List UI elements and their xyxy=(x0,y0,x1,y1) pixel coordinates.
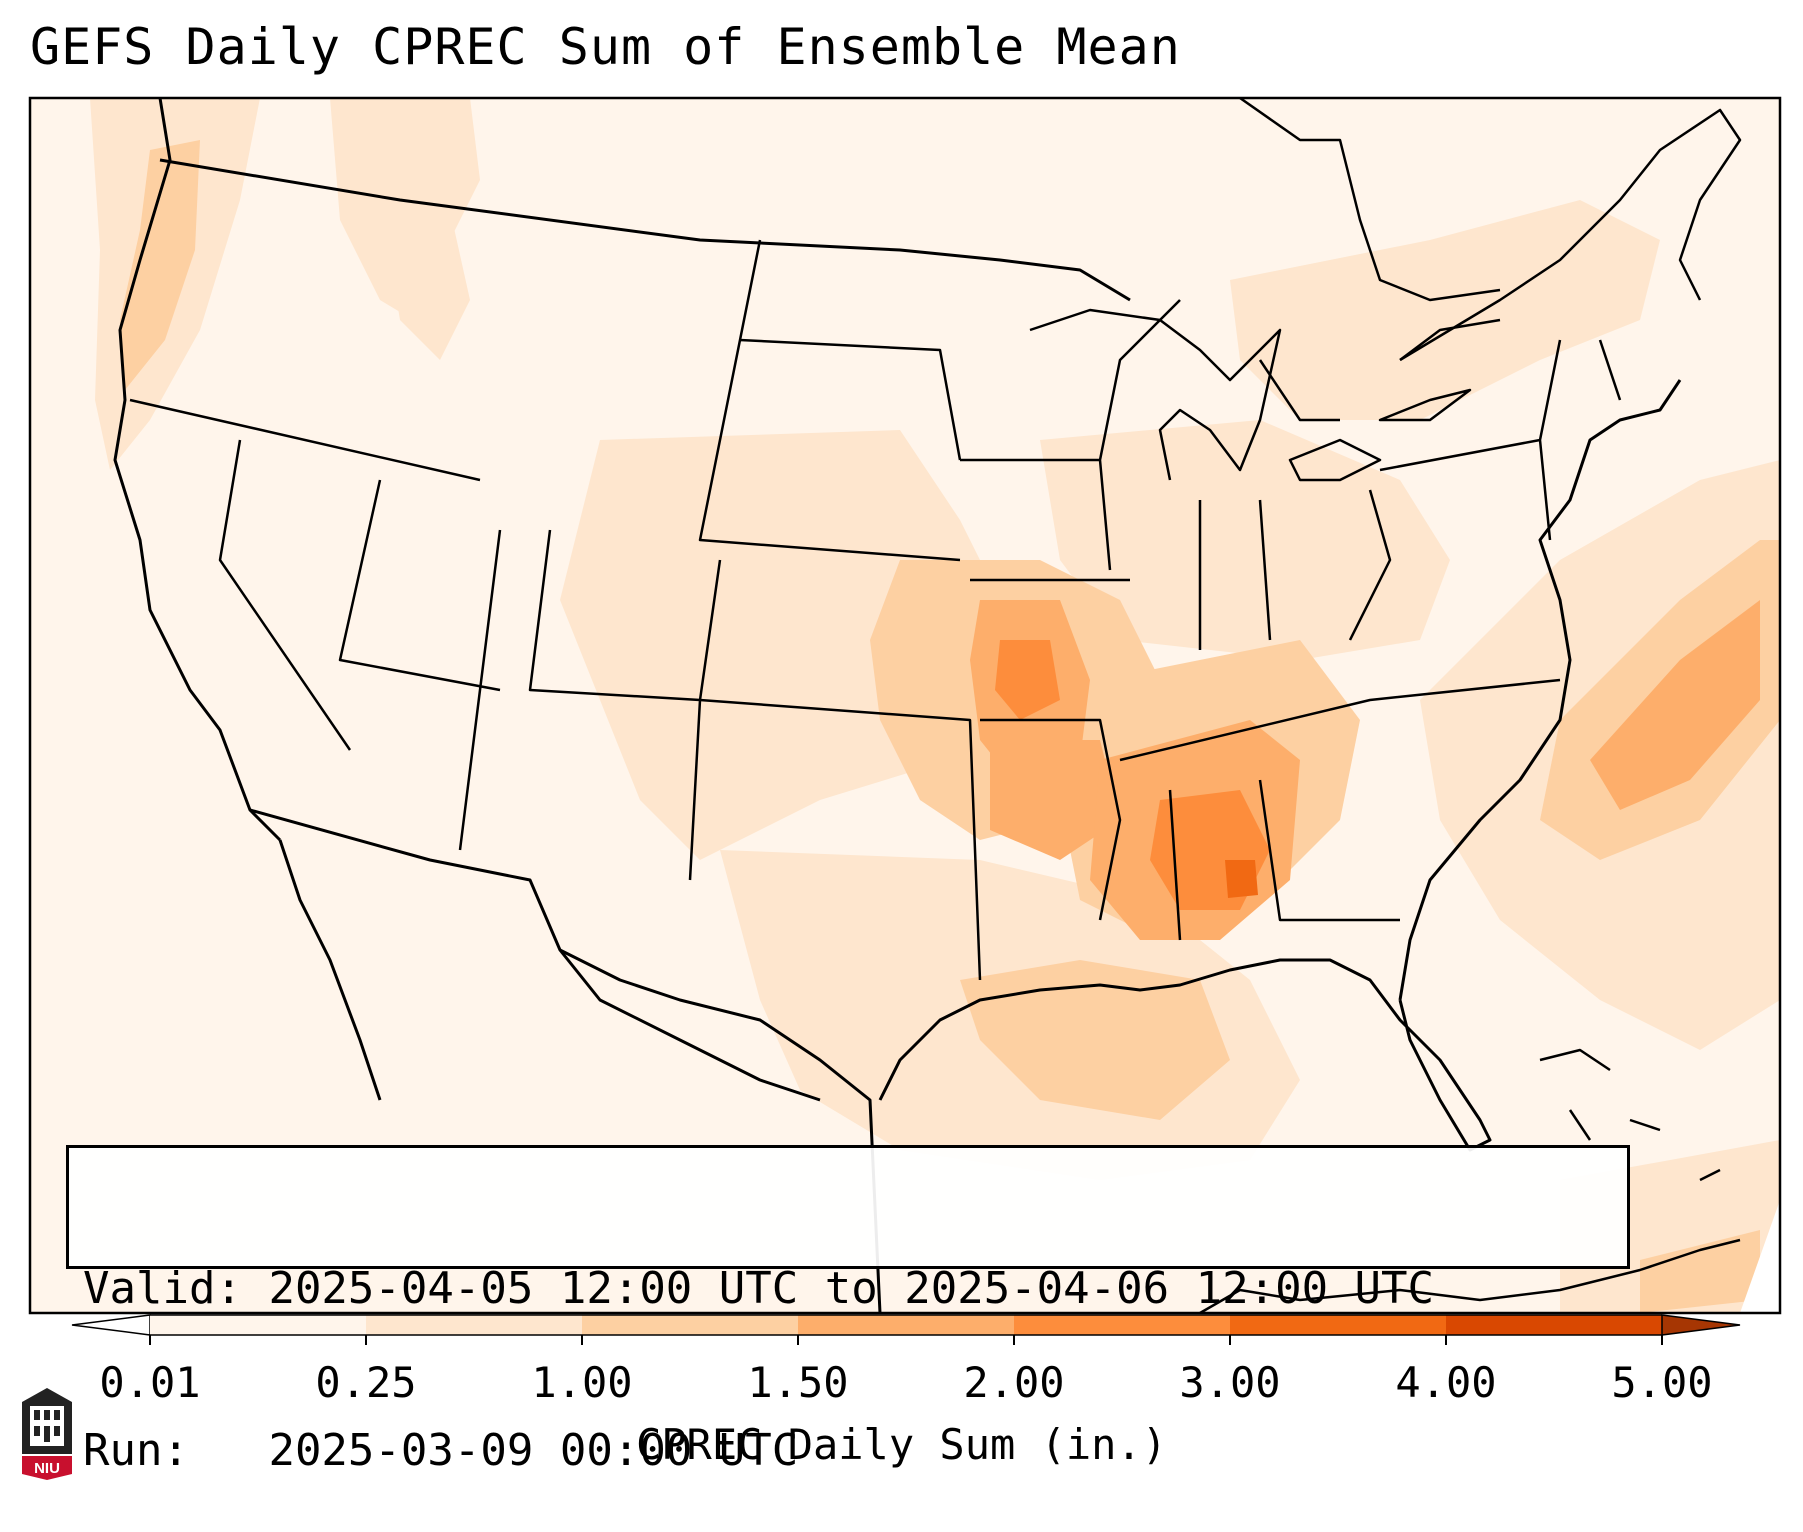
valid-value: 2025-04-05 12:00 UTC to 2025-04-06 12:00… xyxy=(268,1263,1435,1314)
border-canada xyxy=(159,158,1131,302)
coastline-baja xyxy=(278,839,382,1101)
colorbar-tick-label: 0.25 xyxy=(315,1358,417,1407)
colorbar-segment xyxy=(1230,1315,1447,1335)
coastline-caribbean-islands xyxy=(1539,1048,1721,1182)
colorbar-over-extension xyxy=(1661,1314,1741,1336)
precip-region-missouri-core xyxy=(995,640,1060,720)
border-mexico xyxy=(249,808,821,1102)
coastline-west xyxy=(113,98,282,842)
precip-region-arkansas xyxy=(990,740,1120,860)
colorbar-segment xyxy=(150,1315,367,1335)
valid-run-info-box: Valid: 2025-04-05 12:00 UTC to 2025-04-0… xyxy=(66,1145,1630,1476)
precip-region-cuba xyxy=(1640,1230,1760,1313)
colorbar-tick-label: 5.00 xyxy=(1611,1358,1713,1407)
coastline-mexico-gulf xyxy=(559,948,882,1313)
coastline-northeast-canada xyxy=(1399,108,1742,362)
colorbar-tick-label: 2.00 xyxy=(963,1358,1065,1407)
precip-region-atlantic-core xyxy=(1590,600,1760,810)
precip-field xyxy=(90,98,1780,1313)
colorbar-label: CPREC Daily Sum (in.) xyxy=(635,1420,1167,1469)
colorbar-tick-label: 0.01 xyxy=(99,1358,201,1407)
border-state-lines xyxy=(129,239,1622,981)
colorbar-tick-label: 4.00 xyxy=(1395,1358,1497,1407)
precip-region-max xyxy=(1225,860,1258,898)
map-borders xyxy=(113,98,1742,1313)
precip-region-northeast xyxy=(1230,200,1660,420)
precip-region-gulf-coast xyxy=(960,960,1230,1120)
niu-logo-icon: NIU xyxy=(22,1388,72,1480)
niu-logo-text: NIU xyxy=(34,1460,60,1477)
map-frame xyxy=(28,96,1782,1315)
precip-region-idaho xyxy=(380,200,470,360)
map-title: GEFS Daily CPREC Sum of Ensemble Mean xyxy=(30,18,1181,76)
coastline-cuba xyxy=(1199,1238,1741,1313)
colorbar-segment xyxy=(798,1315,1015,1335)
valid-line: Valid: 2025-04-05 12:00 UTC to 2025-04-0… xyxy=(83,1262,1613,1316)
colorbar-outline xyxy=(150,1314,1662,1336)
colorbar-segment xyxy=(582,1315,799,1335)
coastline-east xyxy=(1398,379,1682,1001)
colorbar xyxy=(71,1314,1741,1345)
run-value: 2025-03-09 00:00 UTC xyxy=(268,1425,799,1476)
colorbar-segment xyxy=(1446,1315,1663,1335)
colorbar-tick-label: 3.00 xyxy=(1179,1358,1281,1407)
colorbar-segment xyxy=(1014,1315,1231,1335)
precip-map xyxy=(28,96,1782,1345)
coastline-hudson xyxy=(1239,98,1501,302)
colorbar-segment xyxy=(366,1315,583,1335)
run-label: Run: xyxy=(83,1425,189,1476)
valid-label: Valid: xyxy=(83,1263,242,1314)
colorbar-tick-label: 1.00 xyxy=(531,1358,633,1407)
projection-edge xyxy=(1740,1200,1780,1313)
colorbar-tick-label: 1.50 xyxy=(747,1358,849,1407)
run-line: Run: 2025-03-09 00:00 UTC xyxy=(83,1424,1613,1478)
precip-region-oregon-coast xyxy=(120,140,200,390)
great-lakes xyxy=(1029,308,1472,482)
precip-region-great-lakes xyxy=(1040,420,1450,660)
